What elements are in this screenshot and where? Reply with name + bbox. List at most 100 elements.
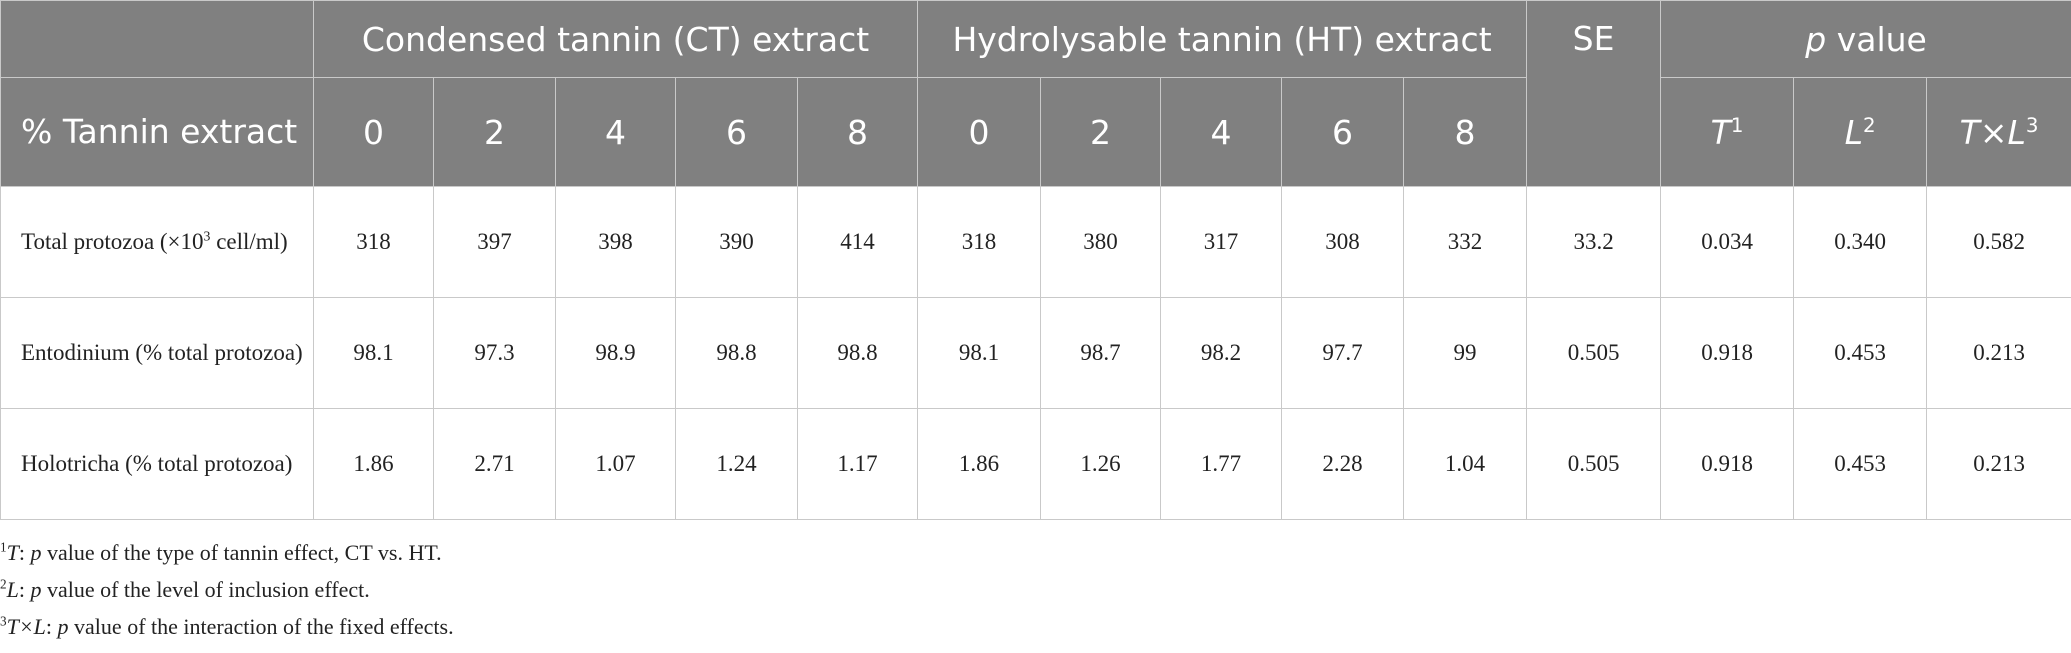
cell: 318 xyxy=(917,186,1042,298)
level-header: 2 xyxy=(1040,77,1162,187)
text-part: : xyxy=(45,614,58,639)
level-header: 6 xyxy=(1281,77,1405,187)
level-header: 8 xyxy=(1403,77,1528,187)
cell: 98.7 xyxy=(1040,297,1162,409)
header-row: Condensed tannin (CT) extract Hydrolysabl… xyxy=(0,0,2071,187)
text-part: 1 xyxy=(1730,113,1744,137)
text-part: p xyxy=(30,577,42,602)
cell: 397 xyxy=(433,186,556,298)
data-row: Total protozoa (×103 cell/ml) 318 397 398 39… xyxy=(0,186,2071,298)
cell: 98.1 xyxy=(917,297,1042,409)
header-row: % Tannin extract 0 2 4 6 8 0 2 4 6 8 T1 L2 T×L3 xyxy=(0,77,2071,187)
text-part: value of the level of inclusion effect. xyxy=(41,577,370,602)
cell: 98.2 xyxy=(1160,297,1283,409)
text-part: 2 xyxy=(1862,113,1876,137)
text-part: T×L xyxy=(6,614,46,639)
cell: 0.918 xyxy=(1660,408,1795,520)
header-cell xyxy=(0,0,314,78)
cell: 0.505 xyxy=(1526,408,1662,520)
text-part: L xyxy=(6,577,19,602)
text-part: L xyxy=(1844,112,1863,152)
footnotes: 1T: p value of the type of tannin effect… xyxy=(0,534,2071,645)
text-part: Holotricha (% total protozoa) xyxy=(21,451,293,476)
cell: 97.7 xyxy=(1281,297,1405,409)
cell: 390 xyxy=(675,186,798,298)
footnote: 3T×L: p value of the interaction of the … xyxy=(0,608,2071,645)
row-header: % Tannin extract xyxy=(0,77,314,187)
row-label: Entodinium (% total protozoa) xyxy=(0,297,314,409)
level-header: 6 xyxy=(675,77,798,187)
cell: 1.04 xyxy=(1403,408,1528,520)
text-part: 3 xyxy=(2025,113,2039,137)
cell: 380 xyxy=(1040,186,1162,298)
group-header: p value xyxy=(1660,0,2071,78)
level-header: 4 xyxy=(1160,77,1283,187)
footnote: 1T: p value of the type of tannin effect… xyxy=(0,534,2071,571)
text-part: p xyxy=(30,540,42,565)
text-part: 3 xyxy=(203,228,211,244)
cell: 33.2 xyxy=(1526,186,1662,298)
text-part: Entodinium (% total protozoa) xyxy=(21,340,303,365)
group-header: Condensed tannin (CT) extract xyxy=(312,0,919,78)
cell: 398 xyxy=(555,186,676,298)
cell: 317 xyxy=(1160,186,1283,298)
text-part: 1 xyxy=(0,539,7,555)
cell: 1.86 xyxy=(313,408,434,520)
cell: 0.453 xyxy=(1793,297,1928,409)
level-header: 8 xyxy=(796,77,919,187)
level-header: 4 xyxy=(555,77,676,187)
cell: 1.24 xyxy=(675,408,798,520)
row-label: Holotricha (% total protozoa) xyxy=(0,408,314,520)
text-part: T xyxy=(6,540,19,565)
cell: 1.86 xyxy=(917,408,1042,520)
p-header: L2 xyxy=(1793,77,1928,187)
p-header: T×L3 xyxy=(1926,77,2071,187)
cell: 97.3 xyxy=(433,297,556,409)
text-part: 2 xyxy=(0,576,7,592)
cell: 0.213 xyxy=(1926,297,2071,409)
text-part: p xyxy=(57,614,69,639)
cell: 332 xyxy=(1403,186,1528,298)
level-header: 0 xyxy=(313,77,434,187)
p-header: T1 xyxy=(1660,77,1795,187)
cell: 2.28 xyxy=(1281,408,1405,520)
cell: 0.505 xyxy=(1526,297,1662,409)
text-part: : xyxy=(18,540,31,565)
cell: 1.17 xyxy=(796,408,919,520)
cell: 99 xyxy=(1403,297,1528,409)
cell: 308 xyxy=(1281,186,1405,298)
cell: 98.8 xyxy=(796,297,919,409)
cell: 0.918 xyxy=(1660,297,1795,409)
text-part: p xyxy=(1805,19,1827,59)
data-table: Condensed tannin (CT) extract Hydrolysabl… xyxy=(0,0,2071,520)
cell: 0.453 xyxy=(1793,408,1928,520)
level-header: 2 xyxy=(433,77,556,187)
group-header: SE xyxy=(1526,0,1662,187)
level-header: 0 xyxy=(917,77,1042,187)
cell: 0.340 xyxy=(1793,186,1928,298)
row-label: Total protozoa (×103 cell/ml) xyxy=(0,186,314,298)
cell: 1.77 xyxy=(1160,408,1283,520)
cell: 0.582 xyxy=(1926,186,2071,298)
text-part: Total protozoa (×10 xyxy=(21,229,204,254)
text-part: 3 xyxy=(0,613,7,629)
cell: 414 xyxy=(796,186,919,298)
cell: 318 xyxy=(313,186,434,298)
text-part: value of the interaction of the fixed ef… xyxy=(68,614,454,639)
text-part: value xyxy=(1826,19,1927,59)
data-row: Holotricha (% total protozoa) 1.86 2.71 1.0… xyxy=(0,408,2071,520)
group-header: Hydrolysable tannin (HT) extract xyxy=(917,0,1528,78)
text-part: value of the type of tannin effect, CT v… xyxy=(41,540,442,565)
cell: 2.71 xyxy=(433,408,556,520)
cell: 98.9 xyxy=(555,297,676,409)
text-part: cell/ml) xyxy=(210,229,288,254)
text-part: T xyxy=(1710,112,1731,152)
cell: 1.26 xyxy=(1040,408,1162,520)
cell: 98.1 xyxy=(313,297,434,409)
data-row: Entodinium (% total protozoa) 98.1 97.3 98.… xyxy=(0,297,2071,409)
cell: 0.213 xyxy=(1926,408,2071,520)
cell: 0.034 xyxy=(1660,186,1795,298)
cell: 1.07 xyxy=(555,408,676,520)
text-part: : xyxy=(18,577,31,602)
